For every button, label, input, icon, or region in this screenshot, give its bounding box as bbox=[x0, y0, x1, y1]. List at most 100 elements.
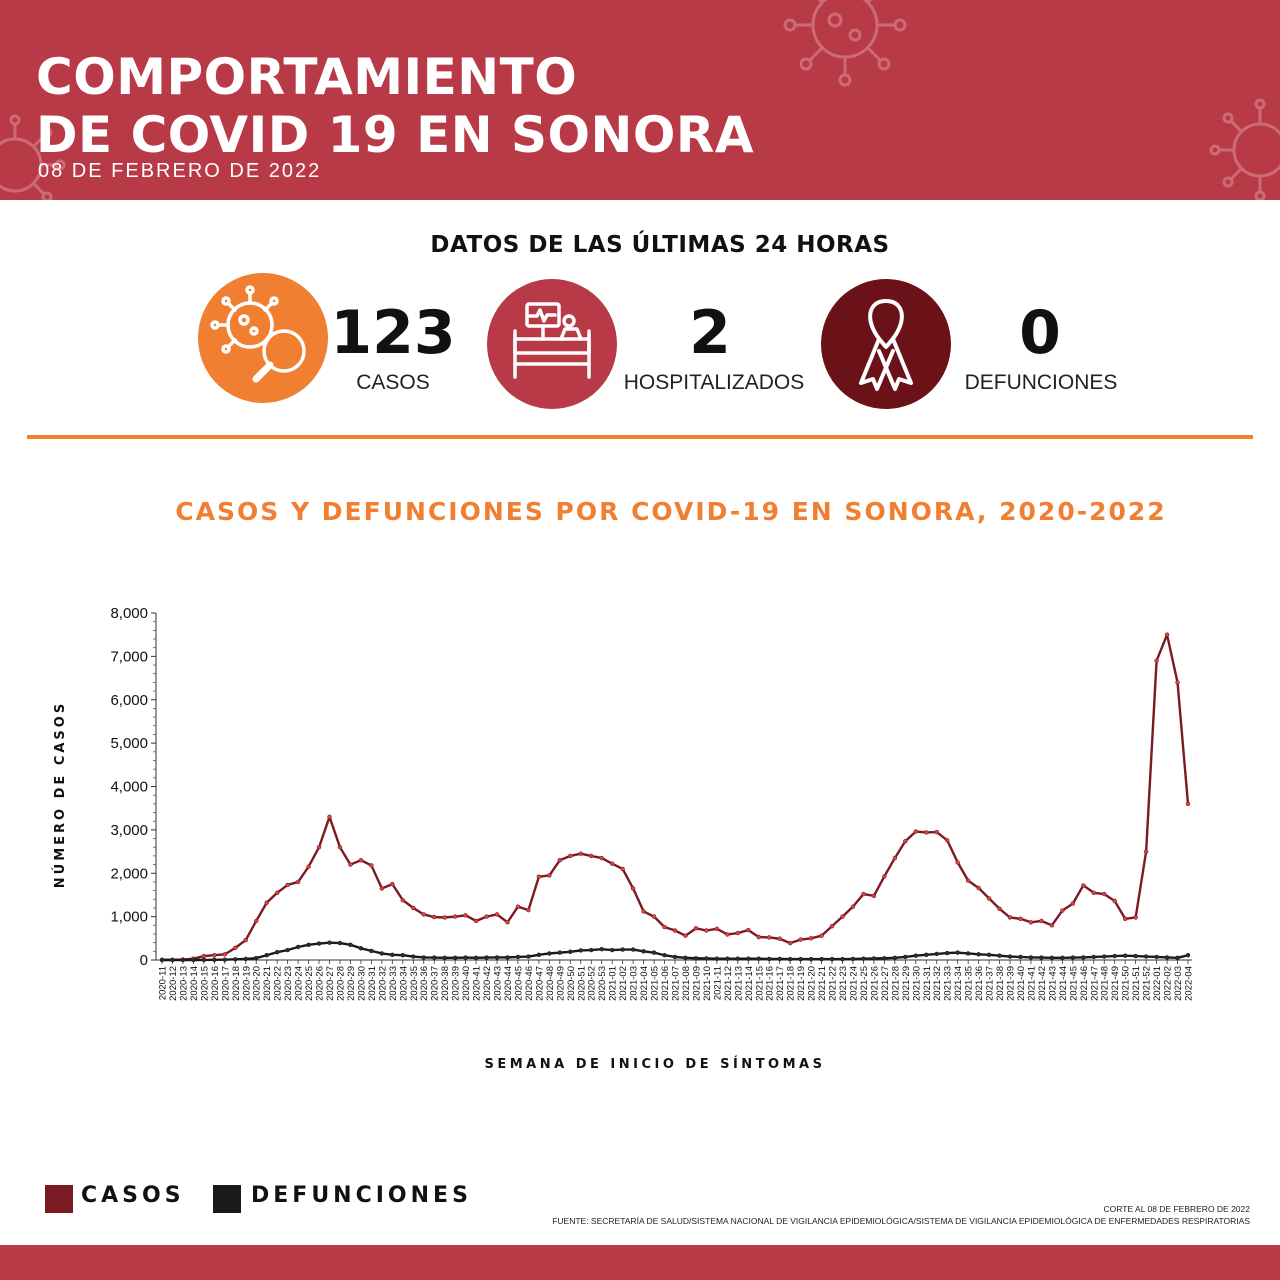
data-point-casos bbox=[651, 914, 657, 919]
x-tick-label: 2021-33 bbox=[943, 966, 954, 1001]
x-tick-label: 2020-23 bbox=[283, 966, 294, 1001]
data-point-defunciones bbox=[1039, 955, 1044, 960]
data-point-casos bbox=[641, 909, 646, 914]
data-point-casos bbox=[871, 893, 877, 899]
x-tick-label: 2020-38 bbox=[440, 966, 451, 1001]
x-tick-label: 2021-25 bbox=[859, 966, 870, 1001]
x-tick-label: 2021-01 bbox=[608, 966, 619, 1001]
data-point-defunciones bbox=[1081, 955, 1086, 960]
data-point-defunciones bbox=[945, 950, 950, 956]
data-point-casos bbox=[850, 904, 856, 909]
x-tick-label: 2020-51 bbox=[576, 966, 587, 1001]
data-point-casos bbox=[829, 923, 835, 929]
data-point-casos bbox=[390, 881, 395, 887]
data-point-defunciones bbox=[620, 947, 625, 952]
data-point-defunciones bbox=[170, 957, 175, 963]
x-tick-label: 2021-40 bbox=[1016, 966, 1027, 1001]
data-point-casos bbox=[432, 914, 437, 920]
virus-decoration-icon bbox=[1209, 98, 1280, 200]
y-axis-label: NÚMERO DE CASOS bbox=[52, 701, 68, 888]
data-point-defunciones bbox=[201, 957, 207, 963]
data-point-defunciones bbox=[515, 954, 521, 960]
title-line-1: COMPORTAMIENTO bbox=[36, 48, 578, 106]
x-tick-label: 2021-08 bbox=[681, 966, 692, 1001]
ribbon-icon bbox=[859, 299, 913, 391]
data-point-casos bbox=[379, 886, 385, 891]
data-point-casos bbox=[955, 860, 960, 865]
data-point-defunciones bbox=[735, 956, 741, 961]
y-tick-label: 3,000 bbox=[110, 822, 148, 839]
hospitalized-circle bbox=[487, 279, 617, 409]
y-tick-label: 8,000 bbox=[110, 605, 148, 622]
header-banner: COMPORTAMIENTO DE COVID 19 EN SONORA 08 … bbox=[0, 0, 1280, 200]
x-tick-label: 2020-21 bbox=[262, 966, 273, 1001]
data-point-casos bbox=[903, 838, 908, 844]
data-point-casos bbox=[463, 913, 468, 918]
data-point-casos bbox=[1102, 891, 1107, 897]
data-point-casos bbox=[777, 936, 782, 941]
x-tick-label: 2021-46 bbox=[1079, 966, 1090, 1001]
virus-decoration-icon bbox=[783, 0, 907, 87]
y-tick-label: 6,000 bbox=[110, 692, 148, 709]
x-tick-label: 2022-01 bbox=[1152, 966, 1163, 1001]
data-point-casos bbox=[494, 912, 500, 917]
x-tick-label: 2021-06 bbox=[660, 966, 671, 1001]
x-tick-label: 2021-12 bbox=[723, 966, 734, 1001]
x-tick-label: 2020-19 bbox=[241, 966, 252, 1001]
x-tick-label: 2021-26 bbox=[869, 966, 880, 1001]
source-note: FUENTE: SECRETARÍA DE SALUD/SISTEMA NACI… bbox=[552, 1216, 1250, 1226]
x-tick-label: 2021-45 bbox=[1068, 966, 1079, 1001]
data-point-defunciones bbox=[693, 956, 699, 961]
data-point-defunciones bbox=[871, 956, 877, 961]
data-point-casos bbox=[882, 874, 887, 879]
data-point-casos bbox=[934, 829, 939, 835]
x-tick-label: 2021-44 bbox=[1058, 966, 1069, 1001]
data-point-casos bbox=[285, 882, 290, 888]
data-point-defunciones bbox=[1028, 955, 1034, 960]
x-tick-label: 2020-43 bbox=[493, 966, 504, 1001]
data-point-defunciones bbox=[1049, 955, 1055, 961]
data-point-defunciones bbox=[683, 955, 688, 961]
x-tick-label: 2020-17 bbox=[220, 966, 231, 1001]
data-point-defunciones bbox=[641, 949, 646, 954]
data-point-casos bbox=[589, 853, 594, 859]
data-point-casos bbox=[243, 937, 248, 943]
data-point-casos bbox=[840, 914, 845, 919]
data-point-defunciones bbox=[787, 956, 793, 962]
x-tick-label: 2021-18 bbox=[786, 966, 797, 1001]
data-point-defunciones bbox=[913, 953, 918, 958]
data-point-casos bbox=[1060, 908, 1065, 913]
data-point-defunciones bbox=[1018, 954, 1023, 960]
data-point-casos bbox=[808, 936, 814, 941]
hospital-bed-icon bbox=[513, 302, 591, 379]
data-point-defunciones bbox=[379, 951, 385, 956]
x-tick-label: 2020-11 bbox=[158, 966, 169, 1000]
x-tick-label: 2020-22 bbox=[273, 966, 284, 1001]
x-tick-label: 2020-29 bbox=[346, 966, 357, 1001]
data-point-casos bbox=[452, 914, 458, 919]
x-axis-label: SEMANA DE INICIO DE SÍNTOMAS bbox=[485, 1056, 826, 1072]
data-point-casos bbox=[756, 934, 761, 940]
x-tick-label: 2020-49 bbox=[555, 966, 566, 1001]
data-point-defunciones bbox=[442, 955, 447, 961]
data-point-defunciones bbox=[861, 956, 866, 961]
x-tick-label: 2021-35 bbox=[964, 966, 975, 1001]
data-point-casos bbox=[714, 926, 720, 931]
cutoff-note: CORTE AL 08 DE FEBRERO DE 2022 bbox=[1103, 1204, 1250, 1214]
x-tick-label: 2021-42 bbox=[1037, 966, 1048, 1001]
y-tick-label: 1,000 bbox=[110, 909, 148, 926]
data-point-defunciones bbox=[892, 955, 898, 961]
data-point-defunciones bbox=[955, 950, 960, 955]
data-point-casos bbox=[254, 918, 259, 924]
data-point-casos bbox=[1039, 918, 1044, 924]
y-tick-label: 4,000 bbox=[110, 779, 148, 796]
data-point-defunciones bbox=[463, 955, 468, 960]
x-tick-label: 2020-16 bbox=[210, 966, 221, 1001]
legend-swatch-deaths bbox=[213, 1185, 241, 1213]
data-point-casos bbox=[1175, 680, 1180, 685]
data-point-casos bbox=[1028, 920, 1034, 925]
data-point-casos bbox=[861, 891, 866, 897]
data-point-defunciones bbox=[243, 956, 248, 962]
data-point-defunciones bbox=[725, 956, 730, 961]
x-tick-label: 2020-44 bbox=[503, 966, 514, 1001]
